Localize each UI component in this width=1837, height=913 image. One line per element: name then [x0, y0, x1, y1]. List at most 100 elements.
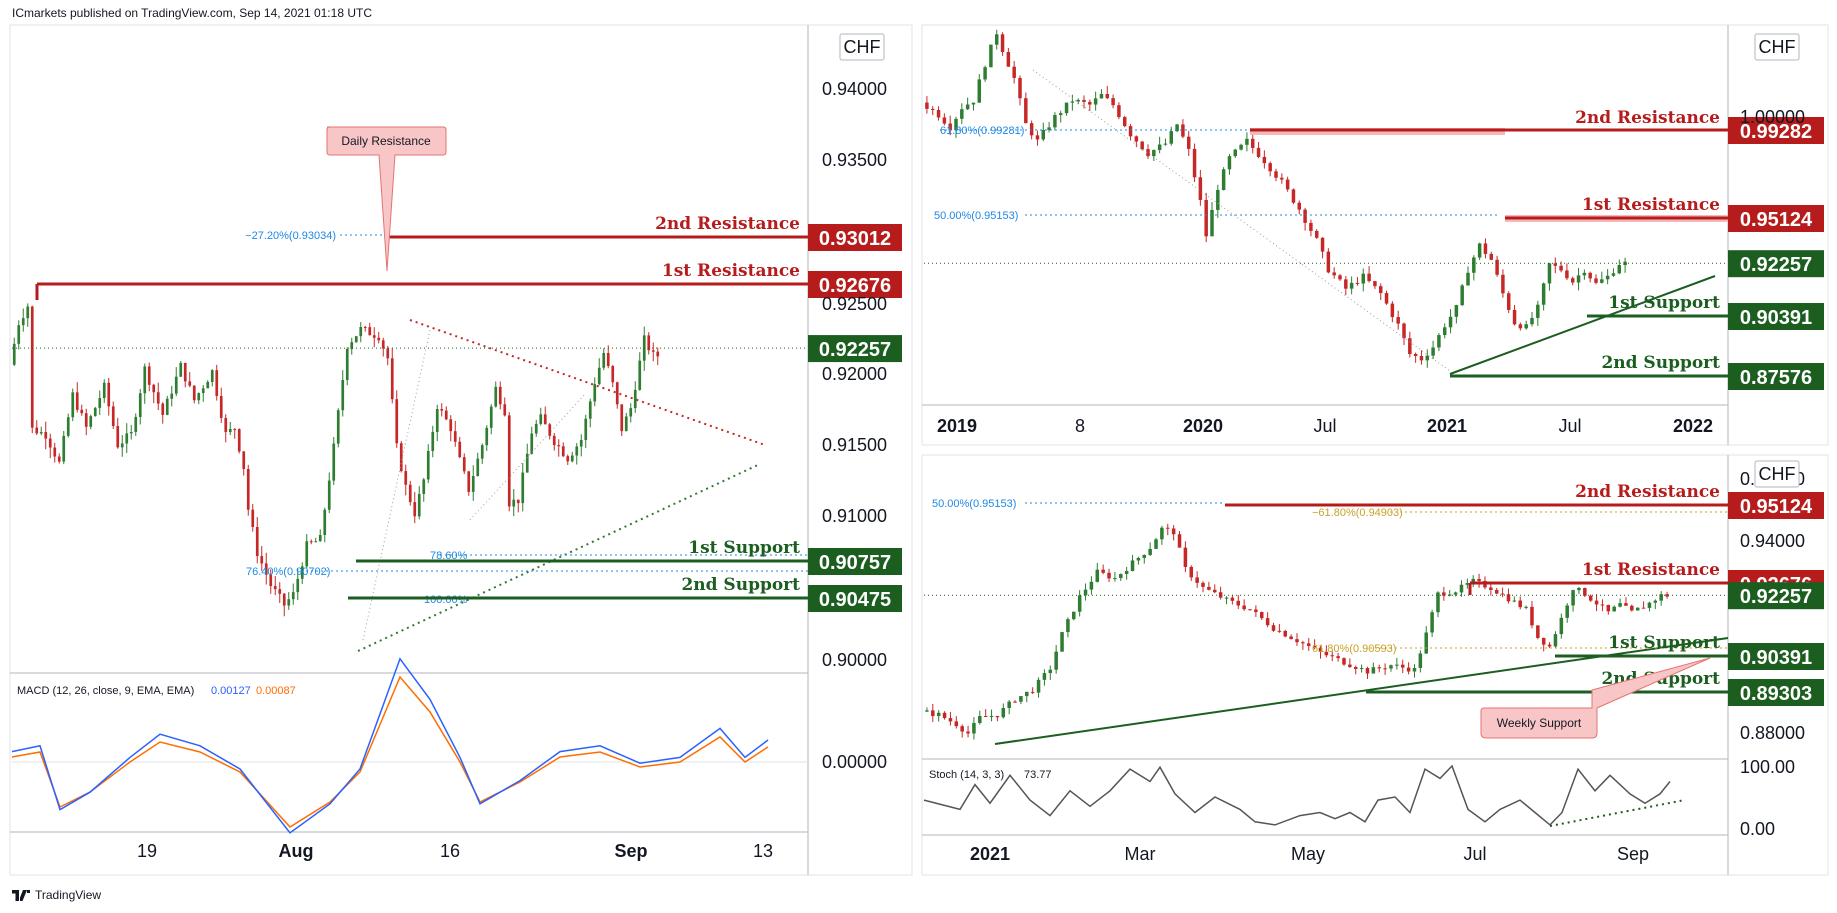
candle-body [1630, 605, 1634, 611]
candle-body [210, 370, 214, 382]
level-label: 1st Support [1608, 293, 1720, 313]
candle-body [1465, 583, 1470, 585]
candle-body [1483, 243, 1488, 254]
candle-body [629, 408, 633, 417]
candle-body [282, 593, 286, 606]
candle-body [143, 366, 147, 394]
candle-body [21, 318, 25, 326]
candle-body [471, 476, 475, 492]
candle-body [57, 456, 61, 462]
candle-body [1395, 664, 1399, 666]
candle-body [1565, 605, 1569, 618]
candle-body [1041, 129, 1046, 140]
candle-body [1146, 149, 1150, 157]
left-time-axis: 19 Aug 16 Sep 13 [137, 841, 773, 861]
candle-body [1113, 578, 1117, 580]
candle-body [125, 433, 129, 444]
candle-body [593, 384, 597, 402]
candle-body [1518, 600, 1522, 608]
candle-body [1130, 560, 1135, 571]
candle-body [978, 715, 982, 723]
level-price-text: 0.87576 [1740, 367, 1812, 389]
candle-body [1600, 279, 1604, 283]
candle-body [516, 499, 520, 504]
candle-body [1271, 625, 1276, 631]
candle-body [201, 388, 205, 394]
candle-body [188, 381, 192, 386]
candle-body [287, 599, 291, 606]
rising-trendline [1449, 275, 1716, 375]
candle-body [1400, 664, 1405, 668]
rising-support-trendline [357, 463, 761, 652]
candle-body [960, 109, 964, 119]
candle-body [498, 386, 502, 405]
candle-body [1571, 590, 1575, 606]
candle-body [620, 404, 624, 432]
level-price-text: 0.95124 [1740, 496, 1813, 518]
candle-body [1477, 243, 1482, 258]
candle-body [84, 413, 88, 427]
macd-signal-value: 0.00087 [256, 685, 296, 697]
candle-body [462, 457, 466, 472]
candle-body [1447, 594, 1452, 596]
time-tick: 19 [137, 841, 157, 861]
candle-body [1536, 304, 1540, 318]
macd-value: 0.00127 [211, 685, 251, 697]
candle-body [1653, 600, 1658, 603]
candle-body [444, 410, 448, 420]
fib-label: 100.00% [424, 594, 468, 606]
candle-body [1367, 273, 1371, 282]
left-currency-badge[interactable] [839, 33, 885, 61]
candle-body [1019, 696, 1023, 702]
candle-body [390, 358, 394, 400]
candle-body [1230, 597, 1235, 601]
rt-price-series [925, 29, 1627, 368]
candle-body [579, 439, 583, 447]
candle-body [503, 404, 507, 416]
candle-body [368, 327, 372, 336]
candle-body [1283, 630, 1288, 637]
candle-body [995, 715, 1000, 718]
rt-currency-label: CHF [1759, 37, 1796, 57]
fib-label: −61.80%(0.94903) [1312, 507, 1403, 519]
candle-body [615, 382, 619, 405]
candle-body [1408, 338, 1412, 355]
candle-body [1611, 273, 1616, 276]
candle-body [354, 336, 358, 343]
candle-body [930, 108, 935, 110]
price-tick: 0.91500 [822, 435, 887, 455]
candle-body [1154, 539, 1158, 549]
right-bottom-chart[interactable]: 50.00%(0.95153) −61.80%(0.94903) 61.80%(0.… [921, 454, 1829, 876]
tradingview-footer[interactable]: TradingView [12, 888, 101, 902]
candle-body [435, 409, 439, 432]
candle-body [1280, 177, 1284, 180]
rb-currency-badge[interactable] [1754, 460, 1800, 488]
candle-body [1336, 656, 1340, 659]
candle-body [120, 443, 124, 448]
candle-body [161, 403, 165, 415]
candle-body [936, 109, 941, 118]
candle-body [1047, 127, 1051, 130]
candle-body [372, 335, 376, 338]
time-tick: 2022 [1673, 416, 1713, 436]
rb-currency-label: CHF [1759, 464, 1796, 484]
right-top-chart[interactable]: 61.80%(0.99281) 50.00%(0.95153) 2nd Resist… [921, 24, 1829, 446]
current-price-text: 0.92257 [1740, 254, 1812, 276]
candle-body [273, 586, 277, 590]
weekly-support-label: Weekly Support [1497, 716, 1582, 730]
current-price-text: 0.92257 [819, 339, 891, 361]
candle-body [1437, 335, 1441, 348]
left-chart[interactable]: −27.20%(0.93034) 78.60% 76.40%(0.90702) 100… [9, 24, 913, 876]
candle-body [1248, 609, 1252, 611]
rt-currency-badge[interactable] [1754, 33, 1800, 61]
candle-body [1460, 285, 1464, 306]
candle-body [575, 446, 579, 456]
stoch-label: Stoch (14, 3, 3) [929, 769, 1004, 781]
time-tick: 2019 [937, 416, 977, 436]
candle-body [1262, 156, 1267, 164]
candle-body [1559, 617, 1564, 635]
candle-body [1583, 587, 1587, 596]
candle-body [1559, 265, 1563, 271]
time-tick: Sep [614, 841, 647, 861]
candle-body [1295, 639, 1299, 643]
